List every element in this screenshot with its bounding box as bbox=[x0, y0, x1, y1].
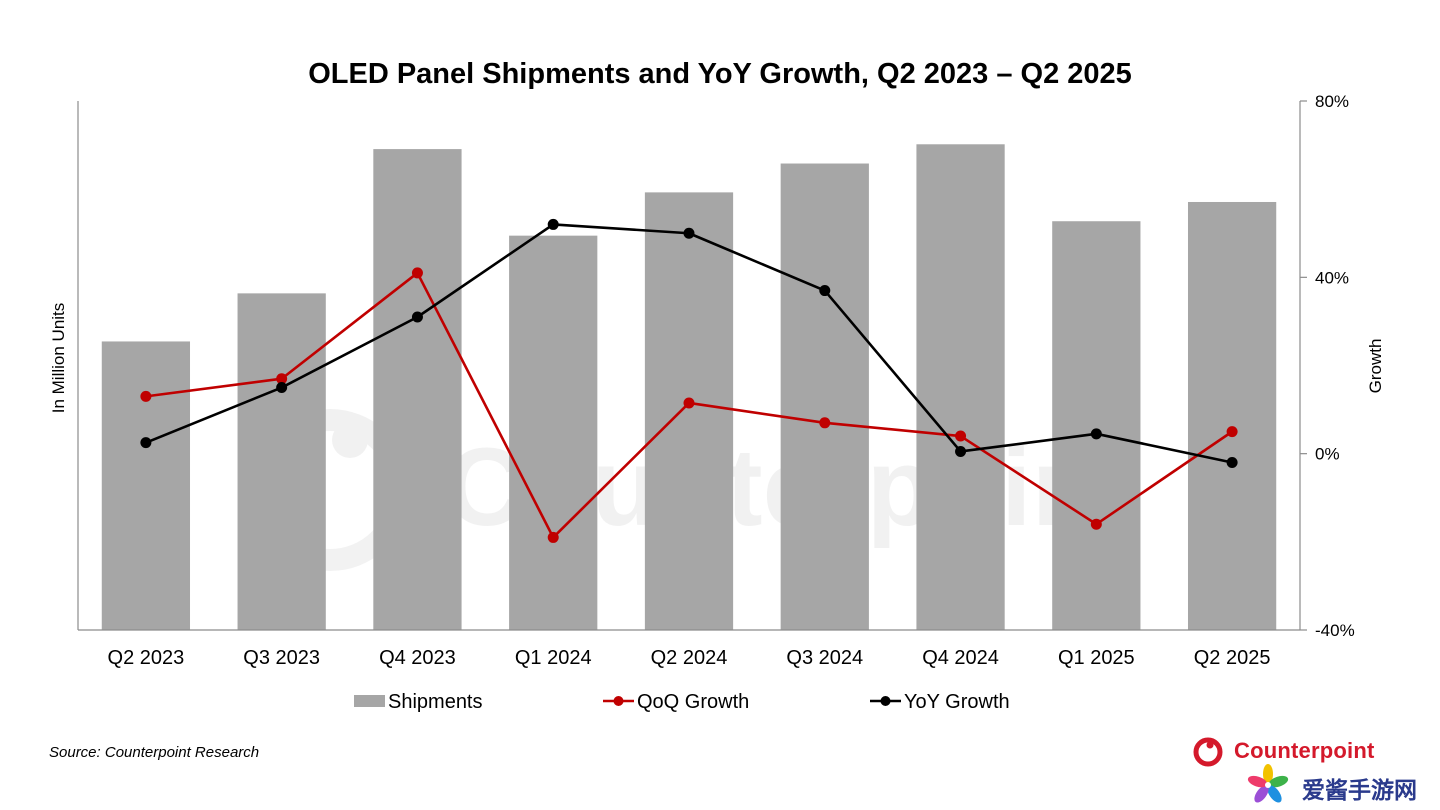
x-tick-label: Q1 2025 bbox=[1058, 647, 1135, 669]
x-tick-label: Q4 2023 bbox=[379, 647, 456, 669]
y2-axis-title: Growth bbox=[1366, 339, 1385, 394]
line-series bbox=[140, 218, 1238, 543]
counterpoint-logo: Counterpoint bbox=[1193, 734, 1393, 770]
qoq-growth-point bbox=[411, 267, 423, 279]
source-note: Source: Counterpoint Research bbox=[49, 744, 260, 761]
x-tick-label: Q1 2024 bbox=[515, 647, 592, 669]
right-axis-ticks: 80% 40% 0% -40% bbox=[1300, 92, 1355, 640]
logo-text: Counterpoint bbox=[1234, 738, 1375, 763]
site-text: 爱酱手游网 bbox=[1302, 778, 1417, 804]
shipments-legend-label: Shipments bbox=[388, 691, 483, 713]
shipments-bar bbox=[237, 293, 326, 630]
yoy-growth-point bbox=[547, 218, 559, 230]
qoq-growth-point bbox=[140, 390, 152, 402]
qoq-growth-point bbox=[955, 430, 967, 442]
qoq-growth-point bbox=[547, 531, 559, 543]
qoq-growth-point bbox=[1090, 518, 1102, 530]
qoq-growth-point bbox=[683, 397, 695, 409]
y2-tick-label: -40% bbox=[1315, 621, 1355, 640]
shipments-bar bbox=[1187, 201, 1277, 630]
yoy-growth-point bbox=[819, 285, 831, 297]
yoy-growth-point bbox=[140, 437, 152, 449]
yoy-growth-point bbox=[1226, 456, 1238, 468]
legend: Shipments QoQ Growth YoY Growth bbox=[354, 691, 1010, 713]
yoy-growth-legend-marker bbox=[880, 696, 891, 706]
bar-series bbox=[101, 144, 1277, 631]
x-tick-label: Q4 2024 bbox=[922, 647, 999, 669]
counterpoint-logo-icon bbox=[1193, 737, 1223, 767]
shipments-bar bbox=[1052, 221, 1141, 630]
category-labels: Q2 2023 Q3 2023 Q4 2023 Q1 2024 Q2 2024 Q3 20… bbox=[108, 647, 1271, 669]
qoq-growth-point bbox=[819, 417, 831, 429]
yoy-growth-point bbox=[411, 311, 423, 323]
shipments-bar bbox=[780, 163, 869, 630]
yoy-growth-point bbox=[1090, 428, 1102, 440]
yoy-growth-point bbox=[955, 445, 967, 457]
qoq-growth-point bbox=[1226, 426, 1238, 438]
yoy-growth-point bbox=[683, 227, 695, 239]
pinwheel-icon bbox=[1247, 764, 1289, 803]
yoy-growth-legend-label: YoY Growth bbox=[904, 691, 1010, 713]
y-axis-title: In Million Units bbox=[49, 303, 68, 414]
qoq-growth-legend-marker bbox=[613, 696, 624, 706]
shipments-bar bbox=[916, 144, 1005, 631]
yoy-growth-point bbox=[276, 382, 288, 394]
x-tick-label: Q2 2023 bbox=[108, 647, 185, 669]
shipments-bar bbox=[101, 341, 191, 630]
x-tick-label: Q2 2024 bbox=[651, 647, 728, 669]
y2-tick-label: 0% bbox=[1315, 445, 1340, 464]
y2-tick-label: 40% bbox=[1315, 268, 1349, 287]
shipments-legend-swatch bbox=[354, 695, 385, 707]
qoq-growth-point bbox=[276, 373, 288, 385]
x-tick-label: Q3 2024 bbox=[786, 647, 863, 669]
qoq-growth-legend-label: QoQ Growth bbox=[637, 691, 749, 713]
site-watermark: 爱酱手游网 bbox=[1245, 763, 1435, 807]
chart-title: OLED Panel Shipments and YoY Growth, Q2 … bbox=[308, 58, 1132, 90]
shipments-bar bbox=[509, 235, 598, 630]
shipments-bar bbox=[644, 192, 734, 630]
x-tick-label: Q3 2023 bbox=[243, 647, 320, 669]
x-tick-label: Q2 2025 bbox=[1194, 647, 1271, 669]
y2-tick-label: 80% bbox=[1315, 92, 1349, 111]
shipments-bar bbox=[373, 149, 462, 630]
